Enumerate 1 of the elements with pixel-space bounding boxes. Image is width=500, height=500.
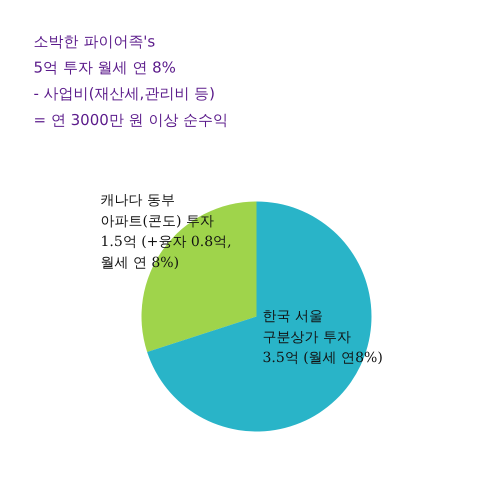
chart-title: 소박한 파이어족's 5억 투자 월세 연 8% - 사업비(재산세,관리비 등) = 연 3000만 원 이상 순수익	[34, 32, 228, 129]
